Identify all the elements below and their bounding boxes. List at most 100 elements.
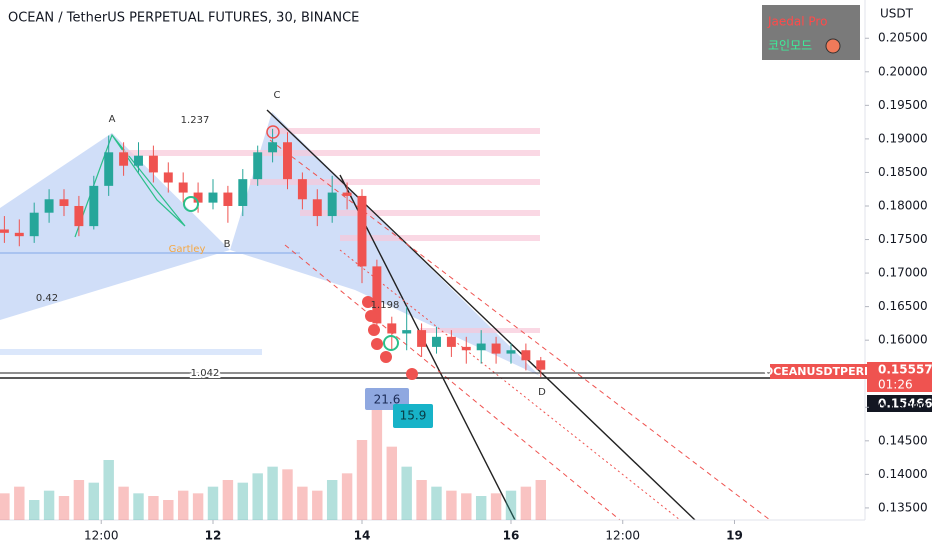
trend-line bbox=[339, 174, 516, 521]
zone bbox=[270, 128, 540, 134]
volume-bar bbox=[475, 496, 487, 520]
volume-bar bbox=[222, 480, 234, 520]
candle-body bbox=[223, 192, 233, 206]
volume-bar bbox=[356, 440, 368, 520]
candle-body bbox=[29, 212, 39, 237]
signal bbox=[371, 338, 383, 350]
volume-bar bbox=[88, 482, 100, 520]
y-tick-label: 0.18000 bbox=[878, 198, 928, 212]
volume-bar bbox=[416, 480, 427, 520]
volume-bar bbox=[28, 500, 40, 520]
x-tick-label: 12:00 bbox=[605, 529, 640, 543]
label-box bbox=[393, 404, 433, 428]
trend-line bbox=[266, 109, 696, 521]
signal bbox=[406, 368, 418, 380]
candle-body bbox=[506, 350, 516, 354]
ratio-label: 1.042 bbox=[191, 368, 220, 379]
volume-bar bbox=[282, 469, 293, 520]
candle-body bbox=[476, 343, 486, 351]
y-axis-label: USDT bbox=[880, 7, 914, 21]
candle-body bbox=[119, 152, 129, 166]
volume-bar bbox=[58, 496, 70, 520]
volume-bar bbox=[446, 490, 457, 520]
candle-body bbox=[134, 155, 143, 166]
volume-bar bbox=[118, 486, 129, 520]
volume-bar bbox=[148, 496, 159, 520]
volume-bar bbox=[535, 480, 546, 520]
y-tick-label: 0.19000 bbox=[878, 131, 928, 145]
x-tick-label: 16 bbox=[503, 529, 520, 543]
channel-line bbox=[339, 249, 681, 521]
signal bbox=[362, 296, 374, 308]
volume-bar bbox=[371, 400, 383, 520]
candle-body bbox=[402, 330, 412, 334]
zone bbox=[340, 235, 540, 241]
volume-bar bbox=[505, 490, 517, 520]
indicator-name: Jaedal Pro bbox=[767, 15, 827, 29]
point-label: B bbox=[224, 239, 231, 250]
candle-body bbox=[446, 336, 456, 347]
symbol-label: OCEANUSDTPERP bbox=[764, 365, 872, 378]
last-price: 0.15557 bbox=[878, 363, 932, 377]
price-box bbox=[867, 362, 932, 392]
harmonic-shade bbox=[230, 112, 540, 376]
point-label: C bbox=[274, 90, 281, 101]
volume-bar bbox=[401, 466, 412, 520]
candle-body bbox=[163, 172, 173, 183]
candle-body bbox=[74, 205, 84, 227]
y-tick-label: 0.18500 bbox=[878, 165, 928, 179]
chart-title: OCEAN / TetherUS PERPETUAL FUTURES, 30, … bbox=[8, 11, 359, 26]
point-label: D bbox=[538, 387, 546, 398]
y-tick-label: 0.13500 bbox=[878, 500, 928, 514]
volume-bar bbox=[297, 486, 308, 520]
marks bbox=[0, 128, 546, 520]
volume-bar bbox=[326, 480, 338, 520]
volume-bar bbox=[43, 490, 55, 520]
volume-bar bbox=[73, 480, 85, 520]
y-tick-label: 0.17000 bbox=[878, 266, 928, 280]
volume-bar bbox=[461, 493, 472, 520]
y-tick-label: 0.16500 bbox=[878, 299, 928, 313]
x-tick-label: 12:00 bbox=[84, 529, 119, 543]
candle-body bbox=[283, 142, 292, 180]
signal-ring bbox=[383, 335, 399, 351]
candle-body bbox=[327, 192, 337, 217]
signal bbox=[368, 324, 380, 336]
symbol-box bbox=[770, 364, 867, 379]
candle-body bbox=[536, 360, 546, 370]
countdown: 01:26 bbox=[878, 378, 913, 392]
candle-body bbox=[253, 152, 263, 180]
signals bbox=[362, 296, 418, 380]
y-tick-label: 0.14500 bbox=[878, 433, 928, 447]
x-tick-label: 14 bbox=[354, 529, 371, 543]
zone bbox=[420, 328, 540, 333]
volume-bar bbox=[14, 486, 25, 520]
candle-body bbox=[193, 192, 203, 203]
indicator-subtitle: 코인모드 bbox=[768, 39, 812, 53]
channel-line bbox=[269, 139, 771, 521]
candle-body bbox=[417, 330, 427, 347]
volume-bar bbox=[386, 446, 398, 520]
volume-bar bbox=[312, 490, 323, 520]
ratio-label: 1.237 bbox=[181, 115, 210, 126]
indicator-icon bbox=[825, 38, 841, 54]
y-tick-label: 0.15000 bbox=[878, 400, 928, 414]
candle-body bbox=[432, 336, 441, 347]
ratio-label: 1.198 bbox=[371, 300, 400, 311]
y-tick-label: 0.20500 bbox=[878, 31, 928, 45]
volume-bar bbox=[341, 473, 353, 520]
harmonic-shade bbox=[0, 133, 230, 320]
y-tick-label: 0.16000 bbox=[878, 333, 928, 347]
volume-bar bbox=[163, 500, 174, 520]
candle-body bbox=[357, 195, 367, 267]
candle-body bbox=[297, 179, 307, 200]
y-tick-label: 0.20000 bbox=[878, 64, 928, 78]
pattern-name: Gartley bbox=[169, 244, 206, 255]
box-label: 15.9 bbox=[400, 409, 427, 423]
indicator-box bbox=[762, 5, 860, 60]
signal bbox=[365, 310, 377, 322]
candle-body bbox=[238, 179, 248, 206]
candle-body bbox=[461, 346, 471, 351]
